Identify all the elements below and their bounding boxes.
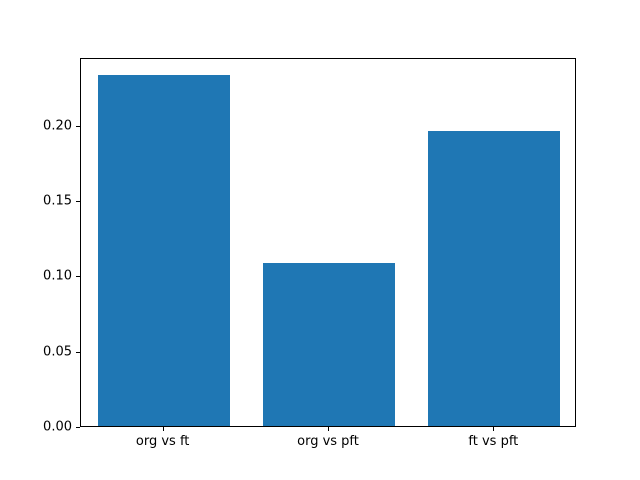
- plot-area: [80, 58, 576, 427]
- y-tick-label: 0.05: [43, 344, 72, 360]
- bar-org-vs-ft: [97, 75, 230, 426]
- y-tick-label: 0.20: [43, 118, 72, 134]
- x-tick-label: org vs ft: [135, 434, 190, 449]
- y-tick-mark: [76, 351, 80, 353]
- y-tick-label: 0.00: [43, 419, 72, 435]
- y-tick-mark: [76, 427, 80, 428]
- bar-ft-vs-pft: [428, 130, 561, 426]
- y-tick-mark: [76, 125, 80, 127]
- bar-org-vs-pft: [262, 263, 396, 426]
- x-tick-mark: [493, 427, 495, 431]
- y-tick-mark: [76, 201, 80, 203]
- x-tick-mark: [162, 427, 164, 431]
- y-tick-mark: [76, 276, 80, 278]
- x-tick-label: ft vs pft: [468, 434, 519, 449]
- x-tick-label: org vs pft: [297, 434, 359, 449]
- y-tick-label: 0.15: [43, 193, 72, 209]
- y-tick-label: 0.10: [43, 268, 72, 284]
- x-tick-mark: [328, 427, 329, 431]
